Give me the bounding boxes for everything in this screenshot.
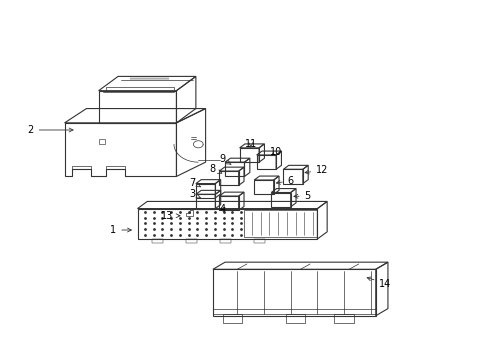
Text: 7: 7 [189, 177, 201, 188]
Text: 8: 8 [209, 164, 222, 174]
Text: 5: 5 [293, 191, 310, 201]
Text: 6: 6 [276, 176, 293, 186]
Text: 14: 14 [366, 277, 391, 289]
Text: 13: 13 [160, 211, 180, 221]
Text: 11: 11 [244, 139, 256, 149]
Text: 3: 3 [189, 189, 201, 199]
Text: 9: 9 [219, 154, 230, 165]
Text: 4: 4 [219, 204, 225, 214]
Text: 2: 2 [27, 125, 73, 135]
Text: 10: 10 [269, 147, 282, 157]
Text: 1: 1 [110, 225, 131, 235]
Text: 12: 12 [305, 165, 328, 175]
